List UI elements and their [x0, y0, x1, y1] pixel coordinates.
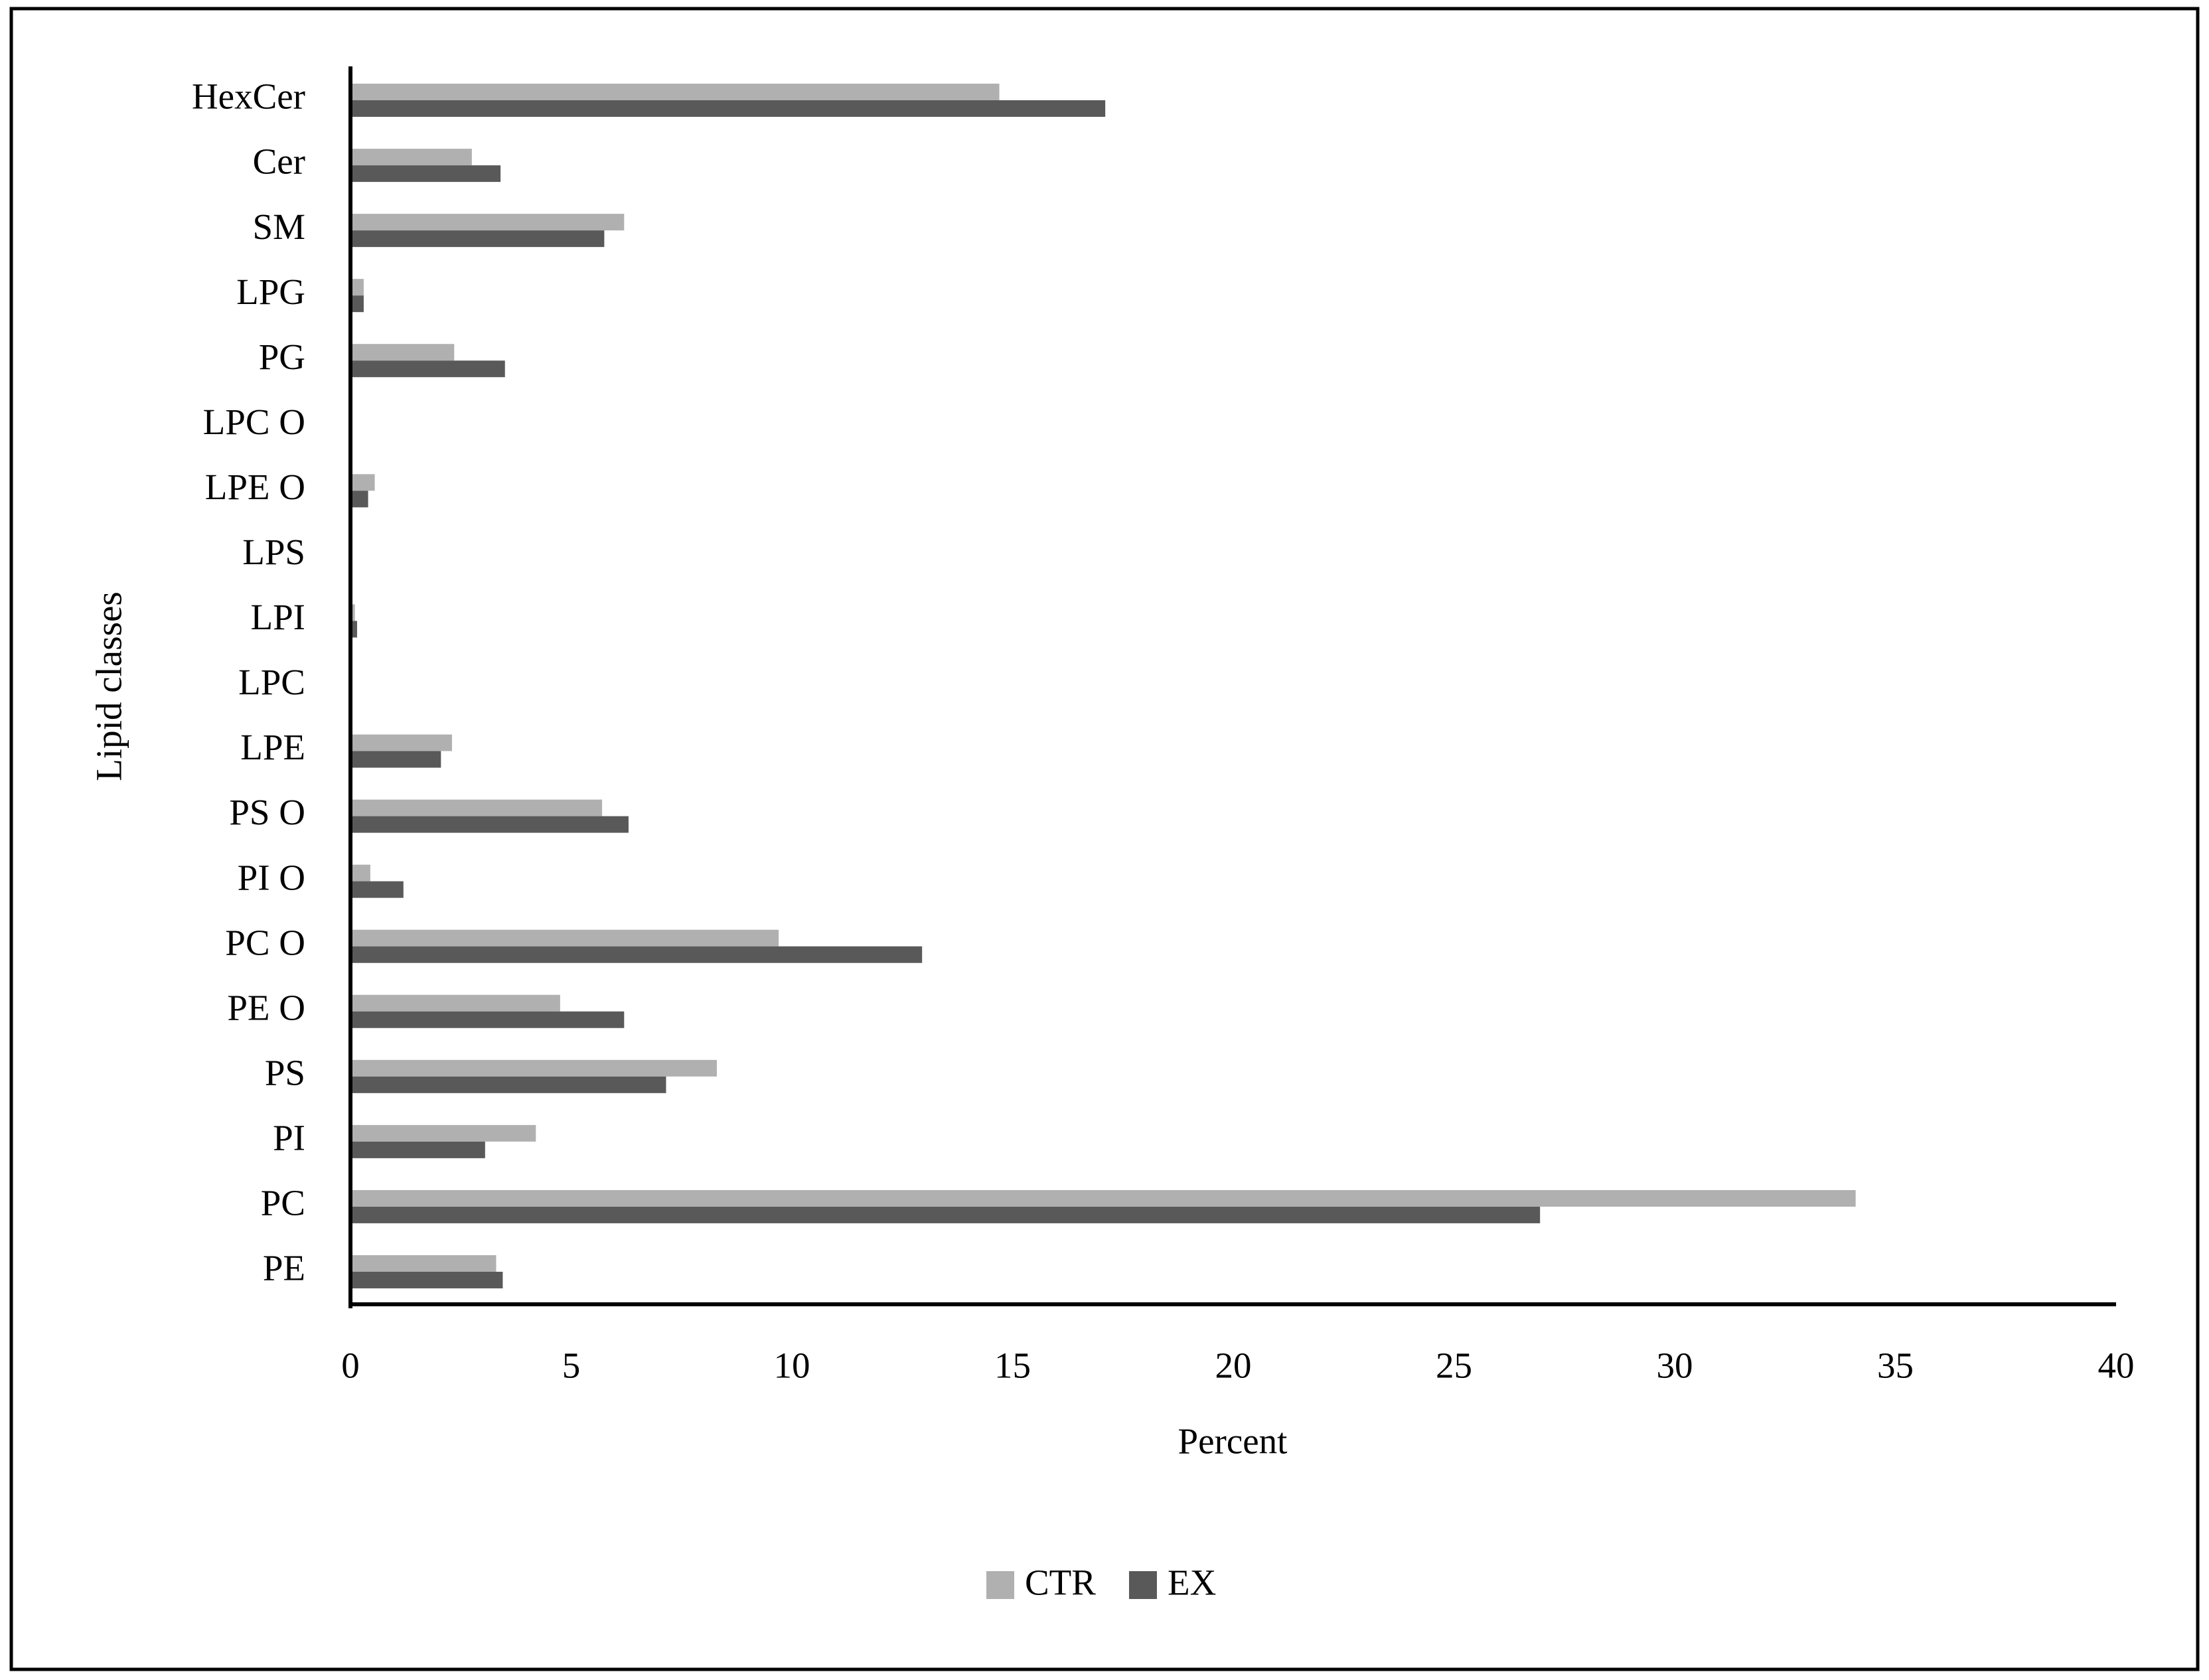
bar — [350, 1059, 717, 1077]
y-tick-label: PC O — [225, 922, 305, 962]
y-tick-label: HexCer — [192, 76, 305, 117]
x-tick-label: 10 — [774, 1345, 810, 1386]
legend-label: CTR — [1025, 1563, 1096, 1603]
bar — [350, 1206, 1541, 1223]
y-tick-label: PS O — [229, 792, 305, 832]
bar — [350, 1076, 666, 1093]
bar — [350, 751, 441, 768]
x-tick-label: 30 — [1657, 1345, 1693, 1386]
bar — [350, 1189, 1856, 1207]
bar — [350, 360, 505, 378]
legend-label: EX — [1168, 1563, 1216, 1603]
bar — [350, 734, 452, 751]
bar — [350, 230, 605, 248]
bar — [350, 799, 603, 816]
bar — [350, 946, 923, 963]
bar — [350, 149, 472, 166]
y-tick-label: PG — [259, 337, 305, 377]
bar — [350, 344, 455, 361]
bar — [350, 295, 364, 313]
bar — [350, 1271, 503, 1288]
bar — [350, 881, 404, 898]
x-tick-label: 25 — [1436, 1345, 1472, 1386]
y-tick-label: PE O — [227, 987, 305, 1028]
legend-swatch — [1128, 1571, 1157, 1599]
x-tick-label: 5 — [562, 1345, 581, 1386]
y-tick-label: LPC — [238, 662, 305, 702]
bar — [350, 100, 1106, 117]
x-tick-label: 0 — [341, 1345, 360, 1386]
y-tick-label: Cer — [253, 141, 305, 182]
bar — [350, 214, 625, 231]
y-tick-label: PI O — [238, 857, 305, 897]
y-tick-label: PS — [265, 1052, 305, 1093]
bar — [350, 994, 560, 1012]
y-axis-title: Lipid classes — [89, 591, 129, 781]
y-tick-label: PC — [261, 1183, 305, 1223]
bar — [350, 1124, 536, 1142]
bar — [350, 474, 375, 491]
bar — [350, 604, 355, 621]
y-tick-label: LPI — [251, 597, 306, 637]
x-tick-label: 35 — [1877, 1345, 1914, 1386]
bar — [350, 816, 629, 833]
y-tick-label: LPC O — [203, 402, 305, 442]
x-tick-label: 40 — [2098, 1345, 2135, 1386]
bar — [350, 929, 779, 947]
bar — [350, 621, 357, 638]
y-tick-label: PE — [263, 1248, 305, 1288]
bar — [350, 279, 364, 296]
bar — [350, 1011, 625, 1028]
bar — [350, 864, 370, 881]
bar — [350, 1255, 496, 1272]
y-tick-label: LPE O — [205, 467, 305, 507]
legend-swatch — [986, 1571, 1014, 1599]
y-tick-label: SM — [253, 206, 306, 247]
y-tick-label: LPE — [240, 727, 305, 767]
bar — [350, 1141, 485, 1158]
bar — [350, 165, 501, 183]
x-tick-label: 15 — [994, 1345, 1031, 1386]
bar — [350, 84, 1000, 101]
x-axis-title: Percent — [1178, 1421, 1288, 1462]
chart-border — [9, 7, 2200, 1671]
bar — [350, 491, 368, 508]
y-tick-label: LPS — [242, 532, 305, 572]
y-tick-label: LPG — [236, 271, 305, 312]
y-tick-label: PI — [273, 1117, 305, 1158]
x-tick-label: 20 — [1215, 1345, 1252, 1386]
